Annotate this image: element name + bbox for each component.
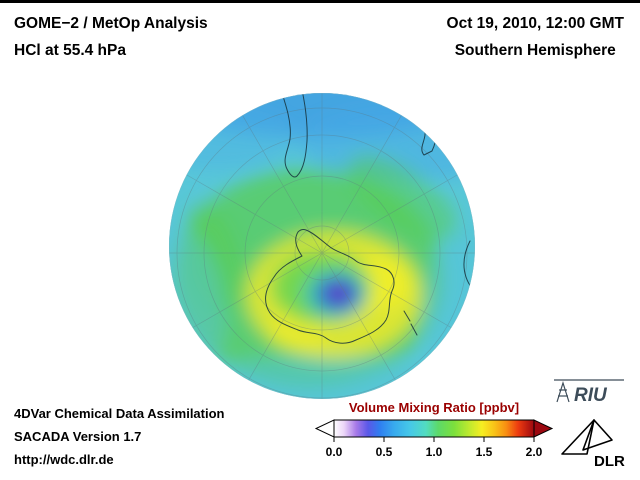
riu-label: RIU: [574, 385, 608, 406]
riu-logo: RIU: [554, 379, 624, 406]
coastline-australia-edge: [463, 240, 475, 292]
species-level-label: HCl at 55.4 hPa: [14, 42, 126, 59]
footer-credits: 4DVar Chemical Data Assimilation SACADA …: [14, 402, 225, 471]
colorbar-gradient-bar: [333, 419, 535, 438]
colorbar-arrow-left: [314, 419, 335, 438]
globe-map: [169, 93, 475, 399]
datetime-label: Oct 19, 2010, 12:00 GMT: [446, 15, 624, 32]
coastline-antarctica: [265, 229, 395, 344]
colorbar-title: Volume Mixing Ratio [ppbv]: [348, 400, 520, 415]
assimilation-label: 4DVar Chemical Data Assimilation: [14, 406, 225, 421]
colorbar-arrow-right: [533, 419, 554, 438]
dlr-logo: DLR: [561, 419, 625, 470]
colorbar-ticks: [333, 437, 535, 442]
colorbar: 0.0 0.5 1.0 1.5 2.0: [314, 419, 554, 459]
tick-label-0: 0.0: [326, 445, 343, 459]
header-right: Oct 19, 2010, 12:00 GMT Southern Hemisph…: [447, 10, 624, 64]
hemisphere-label: Southern Hemisphere: [454, 42, 616, 59]
header-left: GOME−2 / MetOp Analysis HCl at 55.4 hPa: [14, 10, 208, 64]
version-label: SACADA Version 1.7: [14, 429, 142, 444]
dlr-label: DLR: [594, 453, 625, 470]
tick-label-4: 2.0: [526, 445, 543, 459]
graticule: [169, 93, 475, 399]
coastline-south-america: [279, 93, 308, 178]
dlr-emblem-icon: [561, 419, 613, 455]
coastline-new-zealand: [403, 310, 418, 336]
riu-tower-icon: [556, 381, 570, 403]
analysis-title: GOME−2 / MetOp Analysis: [14, 15, 208, 32]
tick-label-2: 1.0: [426, 445, 443, 459]
tick-label-3: 1.5: [476, 445, 493, 459]
wdc-url: http://wdc.dlr.de: [14, 452, 114, 467]
tick-label-1: 0.5: [376, 445, 393, 459]
